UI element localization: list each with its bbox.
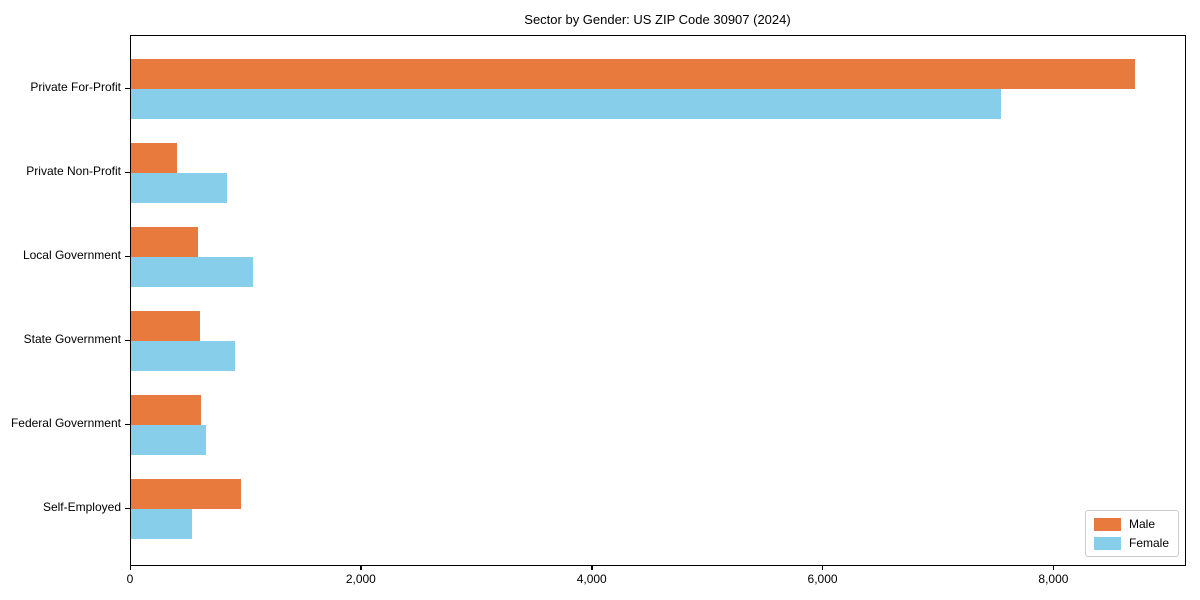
- y-tick-label-state-government: State Government: [23, 332, 121, 346]
- y-tick-label-federal-government: Federal Government: [10, 416, 121, 430]
- x-tick-mark: [1052, 565, 1055, 570]
- x-tick-mark: [360, 565, 362, 570]
- y-tick-mark: [125, 423, 130, 425]
- y-tick-mark: [125, 255, 130, 257]
- bars-layer: [131, 36, 1185, 565]
- bar-male-private-non-profit: [131, 143, 178, 173]
- y-tick-label-private-for-profit: Private For-Profit: [30, 80, 121, 94]
- x-tick-label-0: 0: [126, 572, 134, 586]
- bar-female-local-government: [131, 257, 254, 287]
- chart-title: Sector by Gender: US ZIP Code 30907 (202…: [524, 12, 791, 27]
- legend-item-male: Male: [1093, 517, 1169, 531]
- y-tick-mark: [125, 87, 130, 89]
- female-color-swatch: [1093, 536, 1121, 550]
- legend: Male Female: [1084, 510, 1179, 557]
- bar-female-private-for-profit: [131, 89, 1002, 119]
- bar-male-private-for-profit: [131, 59, 1136, 89]
- bar-female-state-government: [131, 341, 235, 371]
- bar-female-self-employed: [131, 509, 193, 539]
- bar-male-federal-government: [131, 395, 202, 425]
- bar-female-federal-government: [131, 425, 206, 455]
- y-tick-mark: [125, 339, 130, 341]
- x-tick-label-2-000: 2,000: [345, 572, 376, 586]
- legend-label-male: Male: [1128, 517, 1155, 531]
- y-tick-label-local-government: Local Government: [22, 248, 121, 262]
- plot-area: Male Female: [130, 35, 1186, 566]
- male-color-swatch: [1093, 517, 1121, 531]
- y-tick-mark: [125, 507, 130, 509]
- x-tick-mark: [822, 565, 824, 570]
- bar-male-state-government: [131, 311, 201, 341]
- legend-label-female: Female: [1128, 536, 1169, 550]
- legend-item-female: Female: [1093, 536, 1169, 550]
- bar-male-local-government: [131, 227, 198, 257]
- x-tick-label-6-000: 6,000: [807, 572, 838, 586]
- bar-male-self-employed: [131, 479, 241, 509]
- bar-female-private-non-profit: [131, 173, 227, 203]
- y-tick-mark: [125, 171, 130, 173]
- y-tick-label-self-employed: Self-Employed: [42, 500, 121, 514]
- x-tick-mark: [129, 565, 131, 570]
- x-tick-label-8-000: 8,000: [1038, 572, 1069, 586]
- x-tick-label-4-000: 4,000: [576, 572, 607, 586]
- x-tick-mark: [591, 565, 593, 570]
- y-tick-label-private-non-profit: Private Non-Profit: [26, 164, 121, 178]
